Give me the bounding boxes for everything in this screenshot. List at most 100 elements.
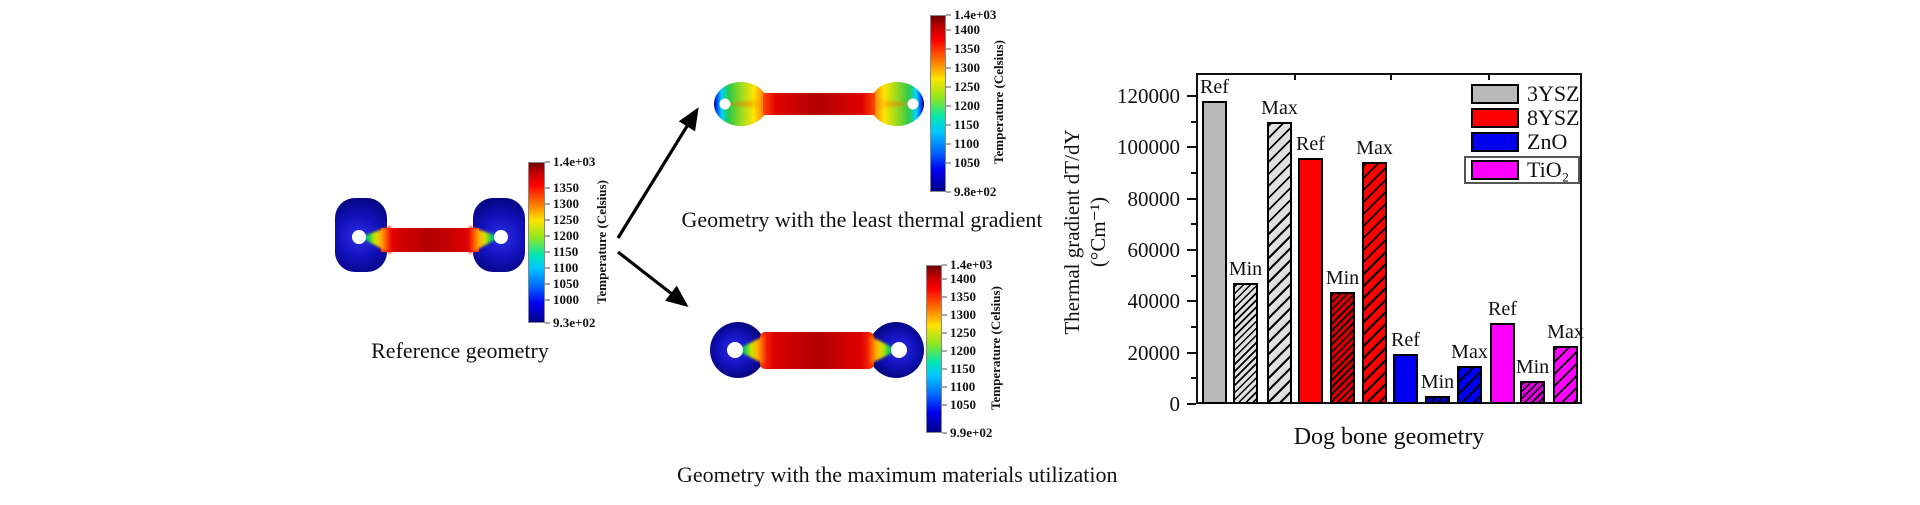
y-axis-tick-label: 20000	[1127, 340, 1181, 365]
colorbar-ref-tick: 1200	[553, 228, 579, 244]
colorbar-max-tick: 1050	[950, 397, 976, 413]
reference-right-gradient-fan	[469, 226, 500, 254]
colorbar-least-tick-dash	[946, 66, 951, 69]
colorbar-ref-tick: 1250	[553, 211, 579, 227]
colorbar-ref-tick-dash	[545, 202, 550, 205]
colorbar-least-min-label: 9.8e+02	[954, 184, 997, 199]
colorbar-ref-max-label: 1.4e+03	[553, 154, 596, 169]
colorbar-ref-tick: 1100	[553, 260, 579, 276]
bar-tio2-max	[1553, 346, 1578, 404]
colorbar-ref-tick-dash	[545, 235, 550, 238]
colorbar-ref-tick-dash	[545, 251, 550, 254]
least-gauge-bar	[763, 93, 875, 115]
bar-zno-max	[1457, 365, 1482, 404]
bar-value-label: Ref	[1296, 132, 1325, 155]
colorbar-gradient-ref	[528, 162, 545, 323]
bar-zno-ref	[1393, 353, 1418, 404]
colorbar-ref-tick: 1050	[553, 276, 579, 292]
y-axis-minor-tick	[1191, 120, 1196, 123]
bar-value-label: Max	[1451, 340, 1488, 363]
legend-swatch	[1471, 84, 1519, 104]
bar-value-label: Ref	[1391, 328, 1420, 351]
chart-frame	[1196, 73, 1582, 404]
least-right-streak	[875, 99, 911, 109]
colorbar-ref-tick-dash	[545, 186, 550, 189]
y-axis-tick-label: 60000	[1127, 238, 1181, 263]
x-axis-title: Dog bone geometry	[1293, 424, 1485, 450]
colorbar-least-max-label-dash	[946, 14, 951, 16]
y-axis-major-tick	[1187, 197, 1196, 200]
colorbar-ref-tick-dash	[545, 267, 550, 270]
legend-item-8ysz: 8YSZ	[1471, 105, 1580, 130]
least-left-hole	[719, 98, 731, 110]
colorbar-max-tick-dash	[942, 332, 947, 335]
legend-item-label: 3YSZ	[1527, 81, 1580, 106]
colorbar-least-min-label-dash	[946, 191, 951, 193]
reference-right-hole	[494, 230, 508, 244]
least-right-hole	[907, 98, 919, 110]
legend-swatch	[1471, 132, 1519, 152]
colorbar-ref-min-label: 9.3e+02	[553, 315, 596, 330]
bar-8ysz-min	[1330, 292, 1355, 404]
bar-value-label: Max	[1261, 96, 1298, 119]
least-left-streak	[727, 99, 763, 109]
reference-geometry-image	[335, 198, 525, 272]
bar-zno-min	[1425, 396, 1450, 404]
caption-maximum-materials-utilization: Geometry with the maximum materials util…	[677, 462, 1118, 487]
colorbar-least-tick: 1250	[954, 78, 980, 94]
colorbar-ref-min-label-dash	[545, 322, 550, 324]
legend-item-tio: TiO₂	[1464, 156, 1580, 184]
least-gradient-geometry-image	[714, 82, 924, 126]
bar-value-label: Min	[1515, 355, 1550, 378]
chart-legend: 3YSZ 8YSZ ZnO TiO₂	[1464, 81, 1580, 184]
y-axis-tick-label: 40000	[1127, 289, 1181, 314]
y-axis-major-tick	[1187, 300, 1196, 303]
colorbar-max-tick-dash	[942, 296, 947, 299]
y-axis-title-line1: Thermal gradient dT/dY	[1060, 129, 1084, 335]
colorbar-ref-max-label-dash	[545, 161, 550, 163]
legend-item-label: TiO₂	[1527, 157, 1570, 182]
reference-left-gradient-fan	[360, 226, 391, 254]
y-axis-title: Thermal gradient dT/dY (°Cm⁻¹)	[1059, 102, 1111, 362]
legend-item-zno: ZnO	[1471, 129, 1580, 154]
legend-item-label: 8YSZ	[1527, 105, 1580, 130]
y-axis-major-tick	[1187, 351, 1196, 354]
max-left-hole	[727, 342, 743, 358]
max-right-hole	[891, 342, 907, 358]
colorbar-ref-tick: 1350	[553, 179, 579, 195]
legend-swatch	[1471, 108, 1519, 128]
colorbar-least-tick-dash	[946, 104, 951, 107]
colorbar-least-axis-label: Temperature (Celsius)	[991, 40, 1006, 164]
colorbar-max-tick: 1300	[950, 307, 976, 323]
colorbar-max-tick-dash	[942, 404, 947, 407]
colorbar-least-tick: 1300	[954, 59, 980, 75]
reference-left-hole	[352, 230, 366, 244]
colorbar-max-min-label: 9.9e+02	[950, 425, 993, 440]
bar-3ysz-min	[1233, 283, 1258, 404]
bar-value-label: Max	[1356, 136, 1393, 159]
legend-item-label: ZnO	[1527, 129, 1568, 154]
caption-reference-geometry: Reference geometry	[371, 338, 549, 363]
colorbar-max-tick-dash	[942, 350, 947, 353]
colorbar-max-tick-dash	[942, 314, 947, 317]
colorbar-ref-tick: 1000	[553, 292, 579, 308]
x-axis-top-tick	[1294, 73, 1296, 80]
colorbar-least-tick-dash	[946, 142, 951, 145]
colorbar-ref: 1.4e+03 1350 1300 1250 1200 1150 1100 1050 1000 9…	[528, 154, 625, 330]
flow-arrows	[616, 107, 699, 307]
colorbar-max-tick: 1400	[950, 271, 976, 287]
colorbar-least-max-label: 1.4e+03	[954, 7, 997, 22]
colorbar-ref-tick-dash	[545, 283, 550, 286]
colorbar-max-tick: 1250	[950, 325, 976, 341]
colorbar-least-tick: 1150	[954, 116, 980, 132]
y-axis-major-tick	[1187, 146, 1196, 149]
y-axis-major-tick	[1187, 95, 1196, 98]
arrow-to-least-gradient	[616, 107, 699, 239]
max-utilization-geometry-image	[710, 322, 924, 378]
colorbar-least-tick: 1400	[954, 22, 980, 38]
bar-value-label: Ref	[1488, 298, 1517, 321]
y-axis-minor-tick	[1191, 172, 1196, 175]
max-gauge-bar	[760, 332, 874, 369]
y-axis-minor-tick	[1191, 377, 1196, 380]
colorbar-least-tick: 1100	[954, 135, 980, 151]
